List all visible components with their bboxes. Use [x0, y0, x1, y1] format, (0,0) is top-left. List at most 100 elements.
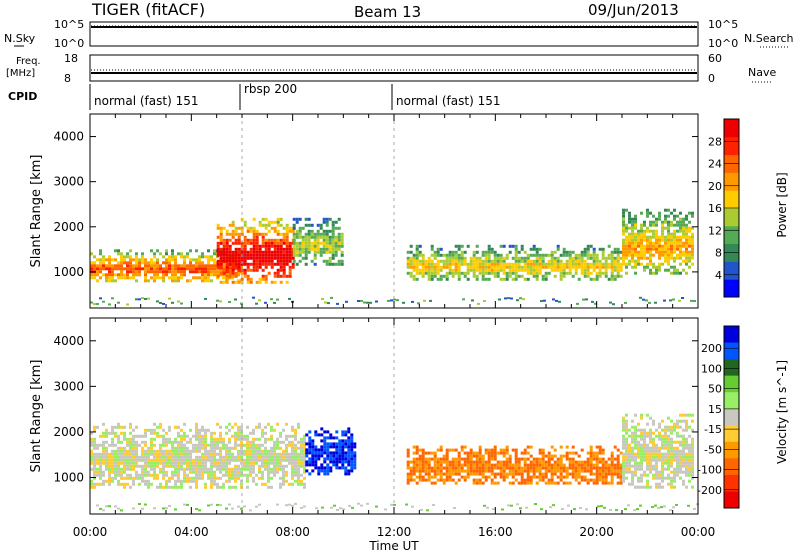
power-echo-cell [514, 265, 518, 269]
velocity-echo-cell [183, 422, 186, 426]
velocity-echo-cell [246, 446, 249, 450]
power-echo-cell [523, 259, 527, 263]
velocity-echo-cell [598, 460, 602, 464]
velocity-echo-cell [499, 460, 503, 464]
velocity-echo-cell [565, 481, 569, 485]
velocity-echo-cell [652, 440, 655, 444]
power-echo-cell [225, 262, 229, 266]
power-echo-cell [475, 277, 479, 281]
velocity-echo-cell [153, 443, 156, 447]
velocity-echo-cell [228, 437, 231, 441]
power-echo-cell [547, 271, 551, 275]
velocity-echo-cell [520, 466, 524, 470]
velocity-echo-cell [276, 422, 279, 426]
power-echo-cell [661, 247, 664, 251]
power-echo-cell [433, 253, 437, 257]
velocity-echo-cell [631, 455, 634, 459]
velocity-echo-cell [210, 470, 213, 474]
power-echo-cell [246, 238, 250, 242]
power-echo-cell [316, 247, 320, 251]
power-echo-cell [520, 256, 524, 260]
velocity-echo-cell [189, 485, 192, 489]
power-echo-cell [628, 214, 631, 218]
velocity-echo-cell [616, 466, 620, 470]
power-echo-cell [634, 262, 637, 266]
power-echo-cell [625, 226, 628, 230]
velocity-echo-cell [159, 452, 162, 456]
velocity-echo-cell [685, 461, 688, 465]
velocity-echo-cell [297, 440, 300, 444]
velocity-echo-cell [460, 445, 464, 449]
velocity-near-cell [195, 508, 198, 510]
velocity-echo-cell [523, 469, 527, 473]
power-echo-cell [213, 273, 216, 277]
power-echo-cell [273, 271, 277, 275]
velocity-echo-cell [303, 470, 306, 474]
velocity-echo-cell [565, 454, 569, 458]
power-echo-cell [622, 208, 625, 212]
velocity-echo-cell [249, 431, 252, 435]
power-echo-cell [174, 261, 177, 265]
velocity-echo-cell [601, 457, 605, 461]
power-echo-cell [613, 259, 617, 263]
power-echo-cell [586, 271, 590, 275]
power-echo-cell [646, 247, 649, 251]
velocity-near-cell [237, 505, 240, 508]
velocity-echo-cell [418, 460, 422, 464]
power-echo-cell [165, 261, 168, 265]
power-echo-cell [649, 247, 652, 251]
velocity-echo-cell [463, 469, 467, 473]
velocity-echo-cell [577, 469, 581, 473]
power-echo-cell [252, 241, 256, 245]
power-echo-cell [667, 253, 670, 257]
velocity-echo-cell [144, 464, 147, 468]
power-echo-cell [201, 279, 204, 283]
power-echo-cell [126, 267, 129, 271]
power-echo-cell [691, 214, 694, 218]
velocity-echo-cell [682, 428, 685, 432]
power-echo-cell [189, 258, 192, 262]
power-echo-cell [264, 253, 268, 257]
velocity-echo-cell [676, 461, 679, 465]
velocity-echo-cell [303, 440, 306, 444]
velocity-echo-cell [177, 458, 180, 462]
velocity-echo-cell [102, 431, 105, 435]
power-echo-cell [96, 273, 99, 277]
velocity-echo-cell [619, 469, 623, 473]
power-echo-cell [225, 244, 229, 248]
velocity-echo-cell [246, 473, 249, 477]
power-echo-cell [559, 277, 563, 281]
power-echo-cell [180, 273, 183, 277]
power-echo-cell [454, 271, 458, 275]
velocity-echo-cell [595, 463, 599, 467]
power-echo-cell [285, 256, 289, 260]
power-echo-cell [502, 256, 506, 260]
power-echo-cell [679, 256, 682, 260]
power-echo-cell [613, 274, 617, 278]
velocity-echo-cell [463, 457, 467, 461]
velocity-echo-cell [553, 469, 557, 473]
velocity-echo-cell [93, 476, 96, 480]
velocity-echo-cell [192, 443, 195, 447]
velocity-echo-cell [93, 467, 96, 471]
power-echo-cell [102, 264, 105, 268]
velocity-echo-cell [195, 428, 198, 432]
velocity-echo-cell [168, 464, 171, 468]
velocity-echo-cell [282, 476, 285, 480]
power-echo-cell [667, 223, 670, 227]
velocity-echo-cell [261, 434, 264, 438]
power-echo-cell [243, 235, 247, 239]
power-echo-cell [625, 247, 628, 251]
velocity-echo-cell [273, 470, 276, 474]
power-near-cell [462, 298, 465, 301]
velocity-echo-cell [159, 449, 162, 453]
velocity-echo-cell [183, 452, 186, 456]
power-echo-cell [288, 268, 292, 272]
power-echo-cell [111, 264, 114, 268]
velocity-echo-cell [159, 455, 162, 459]
velocity-echo-cell [141, 479, 144, 483]
velocity-echo-cell [323, 460, 327, 464]
power-echo-cell [225, 268, 229, 272]
power-echo-cell [445, 274, 449, 278]
